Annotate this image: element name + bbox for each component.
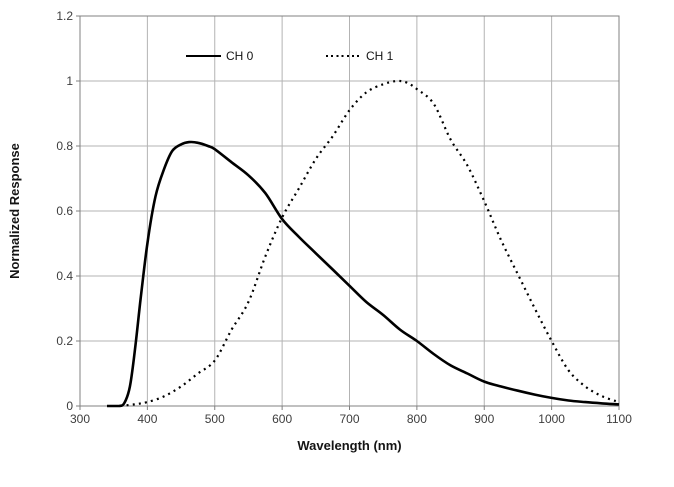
x-tick-label-500: 500: [205, 412, 225, 426]
x-tick-label-1100: 1100: [606, 412, 632, 426]
series-curve-ch0: [107, 140, 620, 408]
legend-label-ch0: CH 0: [226, 49, 254, 63]
x-tick-label-300: 300: [70, 412, 90, 426]
y-tick-label-1.2: 1.2: [56, 9, 73, 23]
x-tick-label-400: 400: [137, 412, 157, 426]
ch1-dotted-line-sample: [326, 54, 361, 58]
legend-item-ch1: CH 1: [326, 48, 393, 64]
x-tick-label-800: 800: [407, 412, 427, 426]
x-tick-label-700: 700: [339, 412, 359, 426]
y-tick-label-0.2: 0.2: [56, 334, 73, 348]
y-tick-label-0: 0: [66, 399, 73, 413]
legend-label-ch1: CH 1: [366, 49, 394, 63]
y-axis-title: Normalized Response: [7, 143, 22, 279]
x-tick-label-900: 900: [474, 412, 494, 426]
x-tick-label-1000: 1000: [538, 412, 565, 426]
legend-item-ch0: CH 0: [186, 48, 253, 64]
ch0-solid-line-sample: [186, 55, 221, 57]
x-tick-label-600: 600: [272, 412, 292, 426]
y-tick-label-0.4: 0.4: [56, 269, 73, 283]
y-tick-label-0.6: 0.6: [56, 204, 73, 218]
y-tick-label-1: 1: [66, 74, 73, 88]
series-curve-ch1: [120, 79, 620, 408]
x-axis-title: Wavelength (nm): [297, 438, 402, 453]
y-tick-label-0.8: 0.8: [56, 139, 73, 153]
